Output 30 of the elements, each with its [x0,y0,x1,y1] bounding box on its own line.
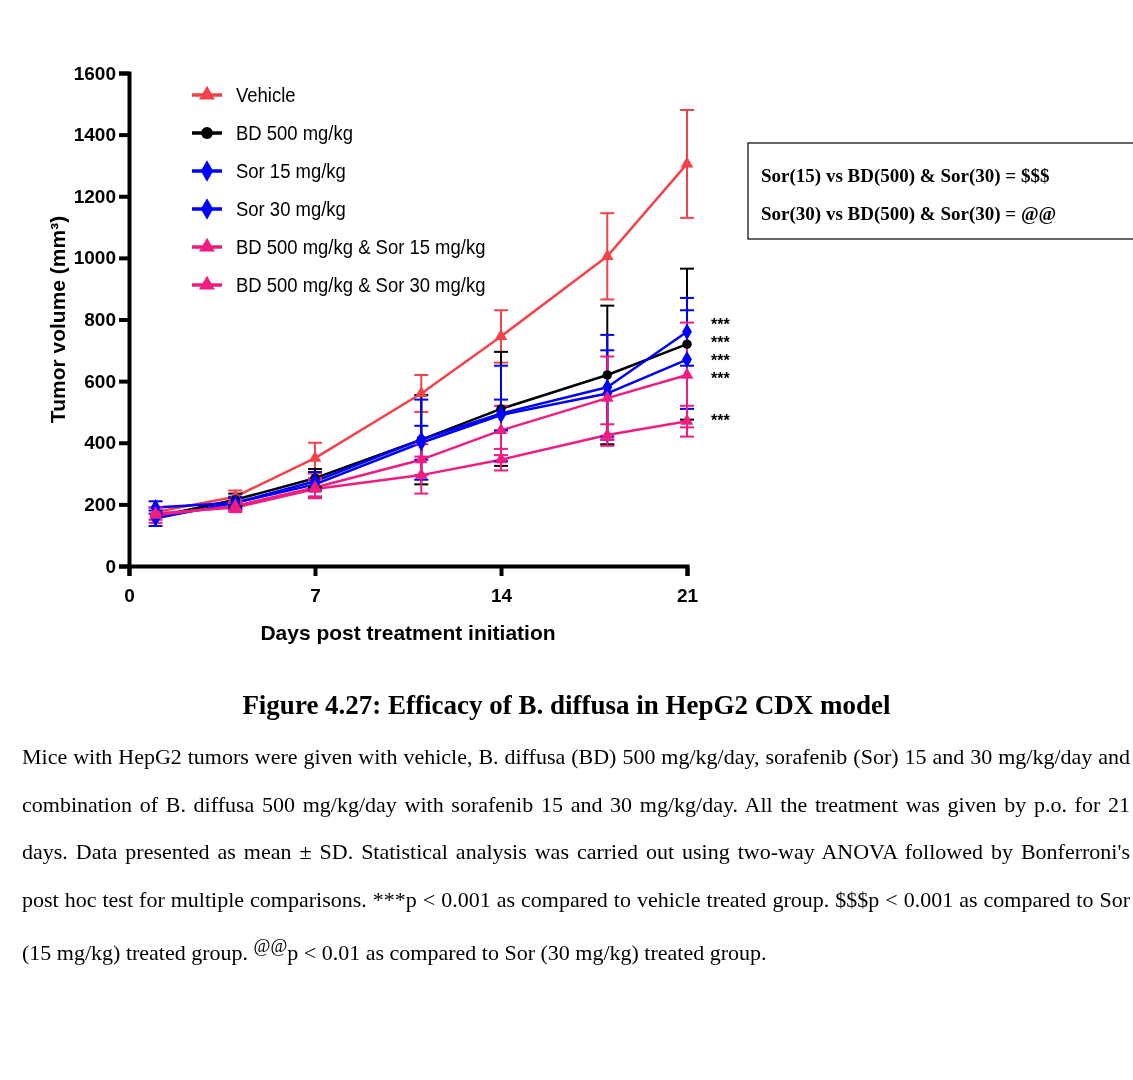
text: Figure 4.27: Efficacy of B. diffusa in HepG2 CDX model [241,690,892,721]
y-tick-label: 0 [105,555,116,577]
text: *** [711,334,731,351]
text: Sor(30) vs BD(500) & Sor(30) = @@ [761,203,1057,225]
x-tick-label: 0 [124,584,135,606]
y-tick-label: 1400 [73,124,116,146]
x-tick-label: 14 [490,584,513,606]
x-tick-label: 21 [676,584,699,606]
y-tick-label: 800 [84,309,116,331]
x-axis-title: Days post treatment initiation [260,621,556,644]
y-axis-title: Tumor volume (mm³) [46,215,69,424]
y-tick-label: 1200 [73,185,116,207]
legend-label: BD 500 mg/kg & Sor 15 mg/kg [236,234,486,259]
y-tick-label: 1600 [73,62,116,84]
text: Sor(15) vs BD(500) & Sor(30) = $$$ [761,165,1050,187]
y-tick-label: 1000 [73,247,116,269]
text: *** [711,316,731,333]
text: *** [711,412,731,429]
x-tick-label: 7 [310,584,321,606]
text: Mice with HepG2 tumors were given with vehicle, B. diffusa (BD) 500 mg/kg/day, sorafenib (Sor) 15 and 30 mg/kg/day and combination of B. diffusa 500 mg/kg/day with sorafenib 15 and 30 mg/kg/day. All the treatment was given by p.o. for 21 days. Data presented as mean ± SD. Statistical analysis was carried out using two-way ANOVA followed by Bonferroni's post hoc test for multiple comparisons. ***p < 0.001 as compared to vehicle treated group. $$$p < 0.001 as compared to Sor (15 mg/kg) treated group. $^{@@}$p < 0.01 as compared to Sor (30 mg/kg) treated group. [22,744,1130,966]
y-tick-label: 600 [84,370,116,392]
y-tick-label: 200 [84,493,116,515]
legend-label: BD 500 mg/kg [236,120,354,145]
text: *** [711,352,731,369]
legend-label: Vehicle [236,82,296,107]
y-tick-label: 400 [84,432,116,454]
legend-label: Sor 15 mg/kg [236,158,346,183]
legend-label: Sor 30 mg/kg [236,196,346,221]
text: *** [711,370,731,387]
legend-label: BD 500 mg/kg & Sor 30 mg/kg [236,272,486,297]
